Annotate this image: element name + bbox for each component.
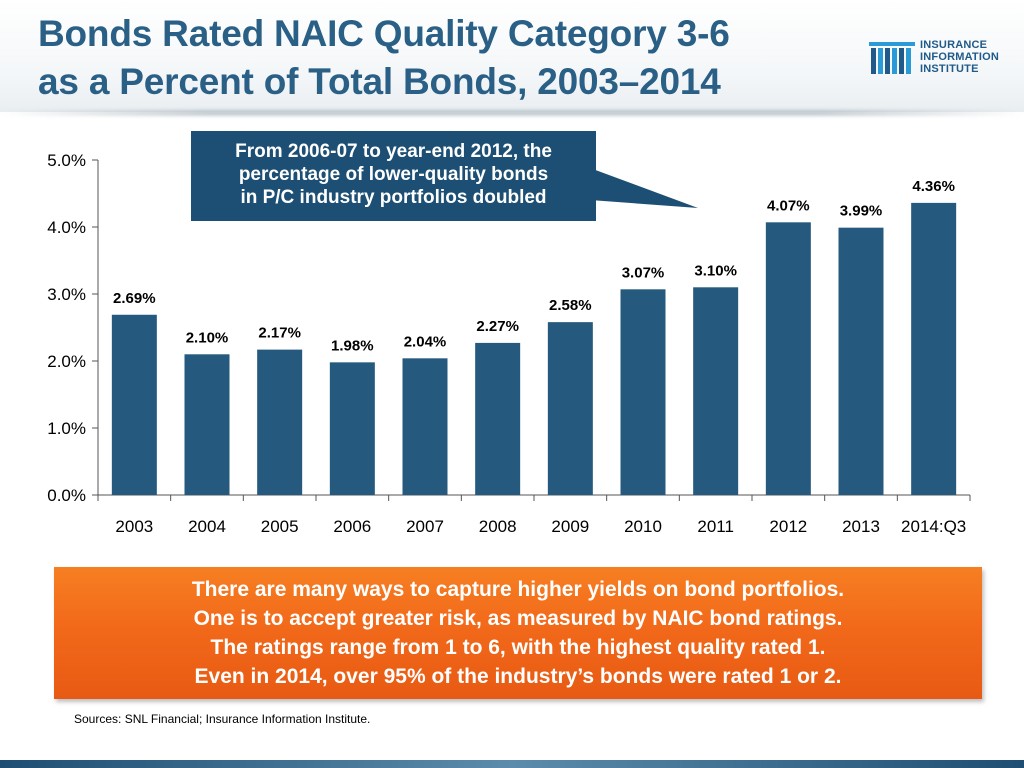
y-tick-label: 5.0% <box>47 151 86 170</box>
x-tick-label: 2006 <box>333 517 371 536</box>
note-line-1: There are many ways to capture higher yi… <box>191 578 845 601</box>
callout-line-2: percentage of lower-quality bonds <box>238 164 549 185</box>
bar-value-label: 3.10% <box>694 262 737 279</box>
x-tick-label: 2003 <box>115 517 153 536</box>
y-tick-label: 4.0% <box>47 218 86 237</box>
logo-line-3: INSTITUTE <box>920 63 979 75</box>
logo-wordmark: INSURANCE INFORMATION INSTITUTE <box>920 39 999 75</box>
bar-value-label: 4.36% <box>912 178 955 195</box>
title-line-1: Bonds Rated NAIC Quality Category 3-6 <box>38 13 730 54</box>
footer-bar <box>0 760 1024 768</box>
bar-value-label: 2.04% <box>404 333 447 350</box>
x-tick-label: 2004 <box>188 517 226 536</box>
bar-value-label: 4.07% <box>767 197 810 214</box>
bar-value-label: 2.58% <box>549 297 592 314</box>
x-tick-label: 2011 <box>697 517 734 536</box>
bar <box>111 314 157 495</box>
x-tick-label: 2012 <box>769 517 807 536</box>
y-tick-label: 2.0% <box>47 352 86 371</box>
x-tick-label: 2014:Q3 <box>901 517 966 536</box>
bar <box>184 354 230 495</box>
bar-value-label: 1.98% <box>331 337 374 354</box>
bar-value-label: 2.27% <box>476 318 519 335</box>
bar <box>402 358 448 495</box>
page-title: Bonds Rated NAIC Quality Category 3-6 as… <box>38 10 838 106</box>
x-axis: 2003 2004 2005 2006 2007 2008 2009 2010 2011 2012… <box>97 494 971 536</box>
x-tick-label: 2005 <box>261 517 299 536</box>
bar <box>693 287 739 495</box>
header-divider <box>0 110 1024 116</box>
logo-line-2: INFORMATION <box>920 51 999 63</box>
iii-logo: INSURANCE INFORMATION INSTITUTE <box>868 36 1018 86</box>
iii-logo-icon <box>869 42 915 74</box>
bar-chart: 0.0%1.0%2.0%3.0%4.0%5.0% 2003 2004 2005 200… <box>47 151 971 536</box>
header-band <box>0 0 1024 112</box>
bar <box>620 289 666 495</box>
bar-value-label: 2.10% <box>186 329 229 346</box>
callout-box: From 2006-07 to year-end 2012, the perce… <box>191 131 596 221</box>
callout-line-1: From 2006-07 to year-end 2012, the <box>235 141 552 162</box>
sources-note: Sources: SNL Financial; Insurance Inform… <box>74 712 371 726</box>
bar-value-label: 2.17% <box>258 325 301 342</box>
y-axis: 0.0% 1.0% 2.0% 3.0% 4.0% 5.0% <box>47 151 99 505</box>
bar <box>475 342 521 495</box>
callout-line-3: in P/C industry portfolios doubled <box>240 187 547 208</box>
x-tick-label: 2007 <box>406 517 444 536</box>
callout-pointer <box>590 168 698 208</box>
x-tick-label: 2013 <box>842 517 880 536</box>
x-tick-label: 2009 <box>551 517 589 536</box>
y-tick-label: 1.0% <box>47 419 86 438</box>
y-tick-label: 0.0% <box>47 486 86 505</box>
logo-line-1: INSURANCE <box>920 39 988 51</box>
note-line-3: The ratings range from 1 to 6, with the … <box>210 636 826 659</box>
x-tick-label: 2010 <box>624 517 662 536</box>
bar-series <box>111 202 957 496</box>
y-tick-label: 3.0% <box>47 285 86 304</box>
bar <box>547 322 593 495</box>
bar <box>257 349 303 495</box>
bar-value-label: 3.07% <box>622 264 665 281</box>
bar <box>329 362 375 495</box>
bar-value-label: 3.99% <box>840 203 883 220</box>
bar-value-label: 2.69% <box>113 290 156 307</box>
bar <box>765 222 811 495</box>
data-labels: 2.69% 2.10% 2.17% 1.98% 2.04% 2.27% 2.58% 3.07%… <box>113 178 955 354</box>
x-tick-label: 2008 <box>479 517 517 536</box>
note-line-4: Even in 2014, over 95% of the industry’s… <box>194 665 842 688</box>
bar <box>911 202 957 495</box>
title-line-2: as a Percent of Total Bonds, 2003–2014 <box>38 61 721 102</box>
bar <box>838 227 884 496</box>
note-line-2: One is to accept greater risk, as measur… <box>193 607 843 630</box>
note-box: There are many ways to capture higher yi… <box>54 567 982 699</box>
